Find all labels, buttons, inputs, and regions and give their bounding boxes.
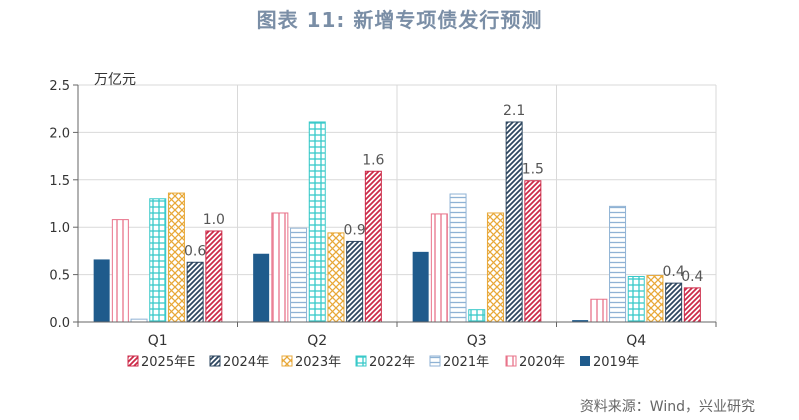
legend-label: 2021年 [443, 355, 489, 370]
bar-2020年-Q2 [271, 212, 289, 323]
legend-label: 2020年 [519, 355, 565, 370]
bar-2025年E-Q1 [205, 230, 223, 323]
bar-2020年-Q4 [590, 298, 608, 323]
legend-label: 2022年 [369, 355, 415, 370]
bar-2020年-Q3 [430, 213, 448, 323]
bar-2020年-Q1 [111, 219, 129, 323]
bar-2023年-Q3 [486, 212, 504, 323]
data-label: 0.9 [344, 222, 366, 238]
bar-2023年-Q1 [167, 192, 185, 323]
legend-label: 2019年 [593, 355, 639, 370]
data-label: 1.5 [522, 162, 544, 178]
bar-2025年E-Q3 [524, 180, 542, 323]
legend-swatch [355, 355, 367, 367]
y-tick-label: 2.5 [49, 79, 70, 94]
legend-label: 2024年 [223, 355, 269, 370]
x-tick-label: Q1 [148, 333, 168, 349]
bar-2023年-Q2 [327, 232, 345, 323]
data-label: 1.6 [362, 152, 384, 168]
y-tick-label: 1.0 [49, 221, 70, 236]
data-label: 0.4 [663, 264, 685, 280]
bar-2019年-Q1 [93, 259, 110, 322]
x-tick-label: Q2 [307, 333, 327, 349]
bar-2019年-Q4 [572, 320, 589, 322]
bar-2024年-Q2 [346, 240, 364, 323]
bar-2025年E-Q2 [364, 170, 382, 323]
bar-2024年-Q3 [505, 121, 523, 323]
legend-swatch [127, 355, 139, 367]
data-label: 0.6 [184, 243, 206, 259]
bar-2022年-Q3 [468, 309, 486, 323]
data-label: 2.1 [503, 103, 525, 119]
bar-2022年-Q2 [308, 121, 326, 323]
bar-2023年-Q4 [646, 275, 664, 323]
bar-2019年-Q2 [253, 253, 270, 322]
axes: 0.0 0.5 1.0 1.5 2.0 2.5 Q1 Q2 Q3 Q4 [49, 79, 717, 349]
legend-swatch [580, 356, 590, 366]
bar-2021年-Q3 [449, 193, 467, 323]
chart-title: 图表 11: 新增专项债发行预测 [256, 8, 543, 32]
data-labels: 0.6 1.0 0.9 1.6 2.1 1.5 0.40.4 [184, 103, 704, 285]
y-tick-label: 2.0 [49, 126, 70, 141]
legend: 2025年E 2024年 2023年 2022年 2021年 2020年 2019年 [127, 355, 639, 370]
legend-label: 2023年 [295, 355, 341, 370]
x-tick-label: Q3 [467, 333, 487, 349]
bar-2024年-Q4 [665, 282, 683, 323]
legend-swatch [505, 355, 517, 367]
y-tick-label: 0.0 [49, 316, 70, 331]
bar-2021年-Q4 [609, 205, 627, 323]
x-tick-label: Q4 [626, 333, 646, 349]
legend-label: 2025年E [141, 355, 195, 370]
bar-2022年-Q1 [149, 198, 167, 323]
legend-swatch [281, 355, 293, 367]
y-tick-label: 1.5 [49, 174, 70, 189]
bar-2024年-Q1 [186, 261, 204, 323]
legend-swatch [429, 355, 441, 367]
bar-2025年E-Q4 [683, 287, 701, 323]
bars [93, 121, 701, 323]
source-note: 资料来源：Wind，兴业研究 [579, 399, 755, 415]
data-label: 1.0 [203, 212, 225, 228]
y-tick-label: 0.5 [49, 269, 70, 284]
bar-2019年-Q3 [412, 251, 429, 322]
y-axis-unit: 万亿元 [94, 72, 136, 88]
bar-2022年-Q4 [627, 275, 645, 323]
data-label: 0.4 [681, 269, 703, 285]
legend-swatch [209, 355, 221, 367]
bar-2021年-Q2 [290, 227, 308, 323]
